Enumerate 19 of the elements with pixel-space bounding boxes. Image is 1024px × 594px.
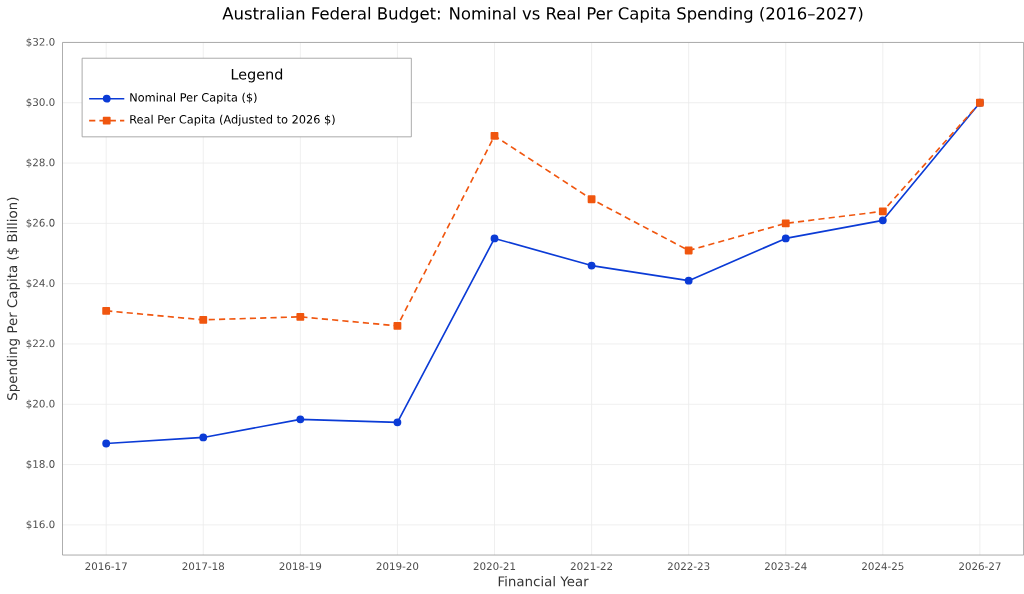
chart-title: Australian Federal Budget: Nominal vs Real Per Capita Spending (2016–2027)	[222, 7, 863, 24]
point	[684, 246, 693, 255]
point	[587, 262, 596, 270]
point	[393, 418, 402, 427]
point	[878, 216, 887, 225]
point	[684, 277, 693, 285]
point	[393, 322, 402, 331]
point	[490, 132, 499, 141]
point	[102, 307, 111, 316]
point	[102, 439, 111, 448]
point	[296, 415, 305, 424]
point	[199, 433, 208, 442]
point	[587, 195, 596, 204]
point	[781, 234, 790, 243]
point	[296, 313, 305, 322]
point	[781, 219, 790, 228]
point	[878, 207, 887, 216]
point	[490, 234, 499, 243]
point	[199, 316, 208, 325]
